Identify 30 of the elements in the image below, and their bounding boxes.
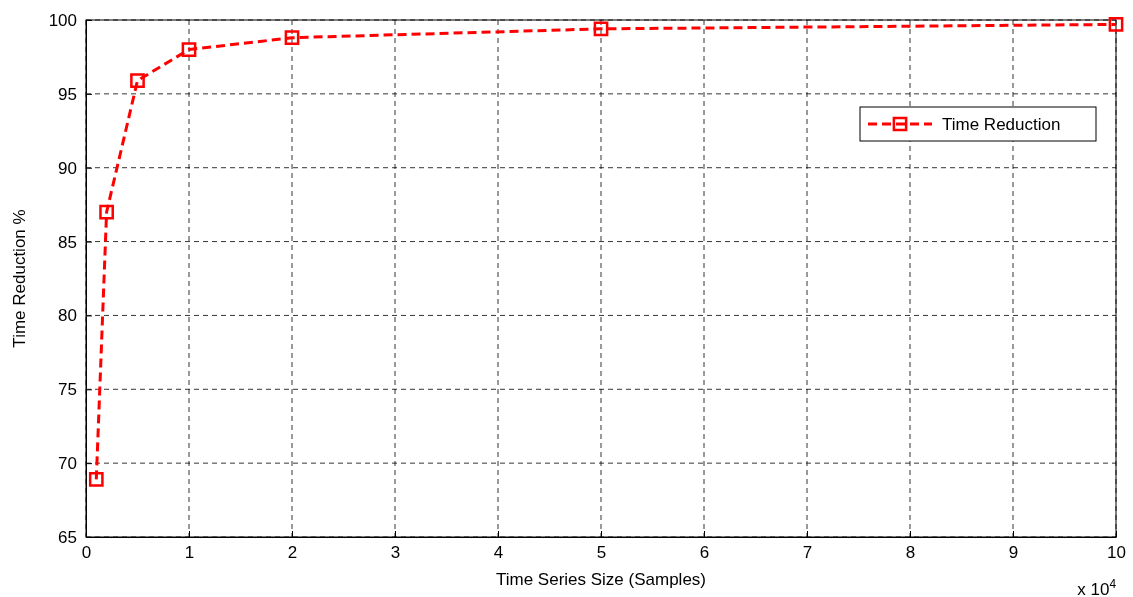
x-tick-label: 1 [184, 543, 195, 563]
x-tick-label: 8 [905, 543, 916, 563]
x-tick-label: 9 [1008, 543, 1019, 563]
y-tick-label: 65 [58, 527, 77, 547]
point [593, 21, 609, 37]
x-tick-label: 6 [699, 543, 710, 563]
x-tick-label: 5 [596, 543, 607, 563]
y-axis-title: Time Reduction % [10, 209, 29, 348]
y-tick-label: 80 [58, 306, 77, 326]
x-axis-title: Time Series Size (Samples) [495, 570, 707, 589]
legend-label: Time Reduction [942, 115, 1061, 134]
point [130, 73, 145, 88]
point [1108, 17, 1124, 32]
x-tick-label: 4 [493, 543, 504, 563]
point [181, 42, 197, 57]
x-tick-label: 7 [802, 543, 813, 563]
point [88, 472, 104, 487]
point [99, 204, 114, 220]
y-tick-label: 75 [58, 380, 77, 400]
x-tick-label: 3 [390, 543, 401, 563]
y-tick-label: 95 [58, 84, 77, 104]
x-tick-label: 0 [81, 543, 92, 563]
x-tick-label: 10 [1107, 543, 1126, 563]
y-tick-label: 85 [58, 232, 77, 252]
x-tick-label: 2 [287, 543, 298, 563]
point [284, 30, 300, 46]
text: x 10$^{4}$ [1077, 577, 1117, 597]
y-tick-label: 70 [58, 454, 77, 474]
y-tick-label: 90 [58, 158, 77, 178]
y-tick-label: 100 [48, 10, 77, 30]
